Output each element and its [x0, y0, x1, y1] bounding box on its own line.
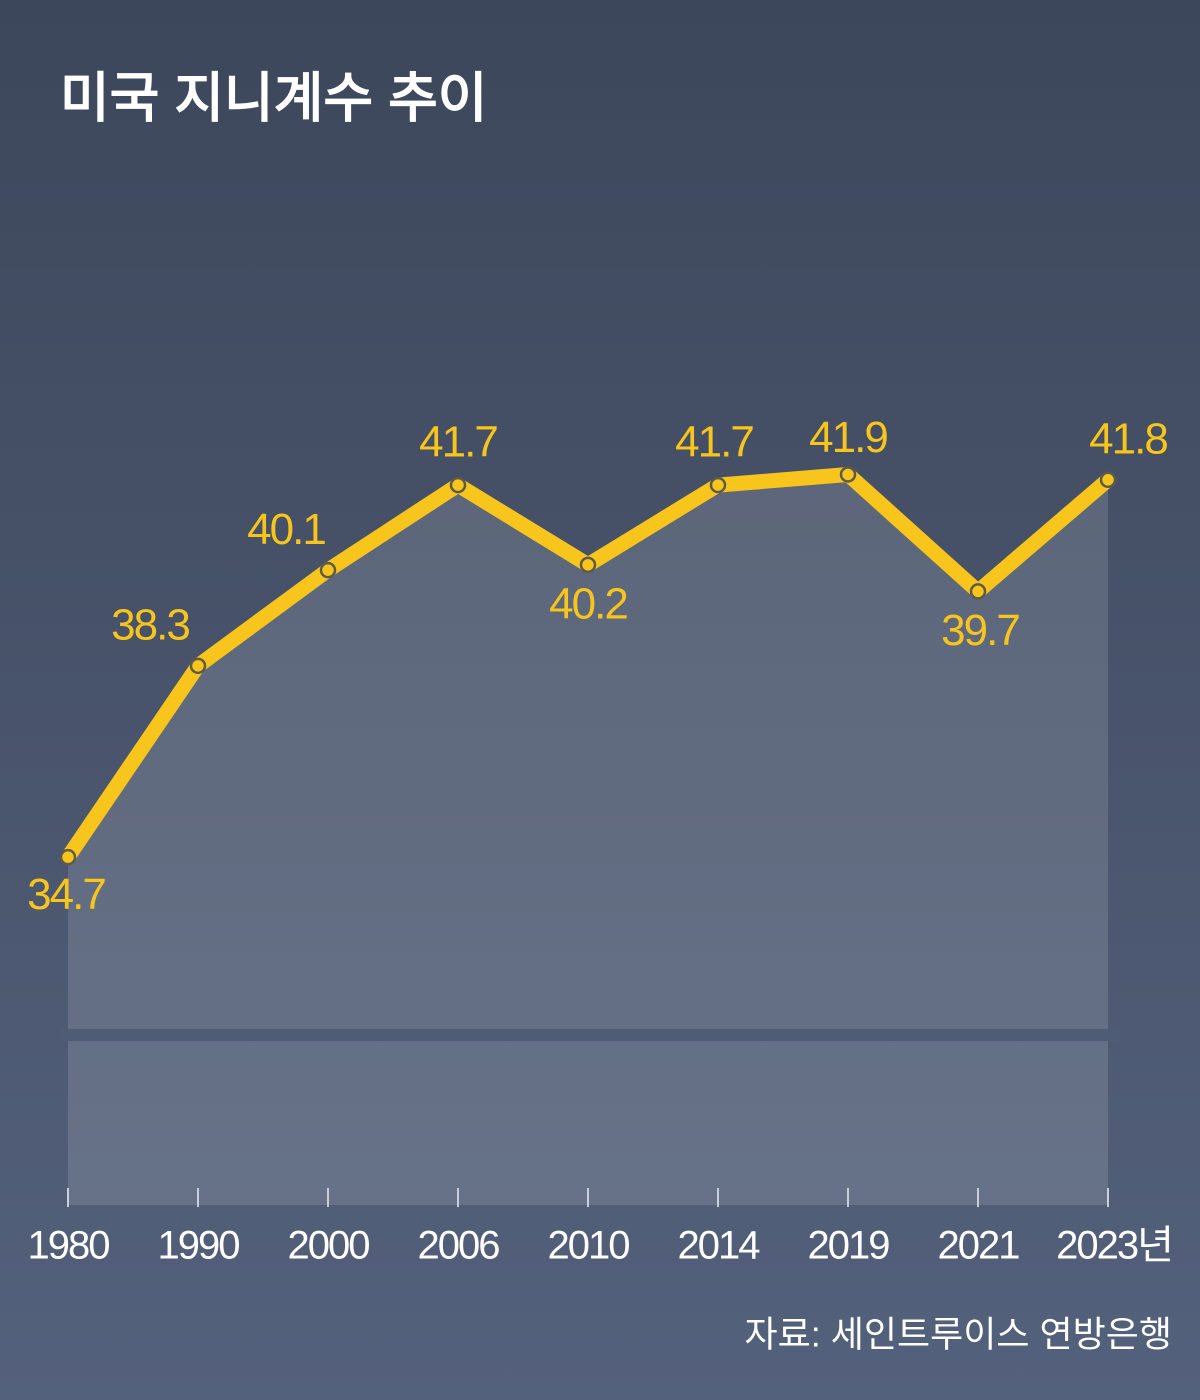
x-tick-label: 1990 [158, 1224, 240, 1268]
point [839, 466, 857, 483]
x-tick-label: 2021 [938, 1224, 1020, 1268]
point [1099, 471, 1117, 489]
value-label: 40.1 [247, 505, 325, 554]
value-label: 41.8 [1089, 414, 1167, 463]
point [319, 561, 337, 579]
source: 자료: 세인트루이스 연방은행 [745, 1314, 1172, 1355]
x-tick-label: 2019 [808, 1224, 890, 1268]
area-layer [68, 474, 1108, 1205]
value-label: 41.7 [675, 418, 753, 467]
value-label: 41.9 [809, 413, 887, 462]
x-tick-label: 2006 [418, 1224, 500, 1268]
axis-break [60, 1029, 1120, 1041]
value-label: 34.7 [27, 870, 105, 919]
point [449, 476, 467, 494]
value-label: 39.7 [941, 606, 1019, 655]
point [969, 583, 987, 600]
point [579, 556, 597, 574]
x-tick-label: 2010 [548, 1224, 630, 1268]
x-tick-label: 2000 [288, 1224, 370, 1268]
x-tick-label: 2023년 [1056, 1224, 1172, 1268]
point [189, 657, 207, 675]
value-label: 40.2 [549, 579, 627, 628]
point [59, 848, 77, 866]
chart-title: 미국 지니계수 추이 [60, 68, 487, 128]
x-tick-label: 1980 [28, 1224, 110, 1268]
value-label: 38.3 [111, 600, 189, 649]
x-tick-label: 2014 [678, 1224, 761, 1268]
value-label: 41.7 [419, 418, 497, 467]
point [709, 476, 727, 494]
area [68, 474, 1108, 1205]
